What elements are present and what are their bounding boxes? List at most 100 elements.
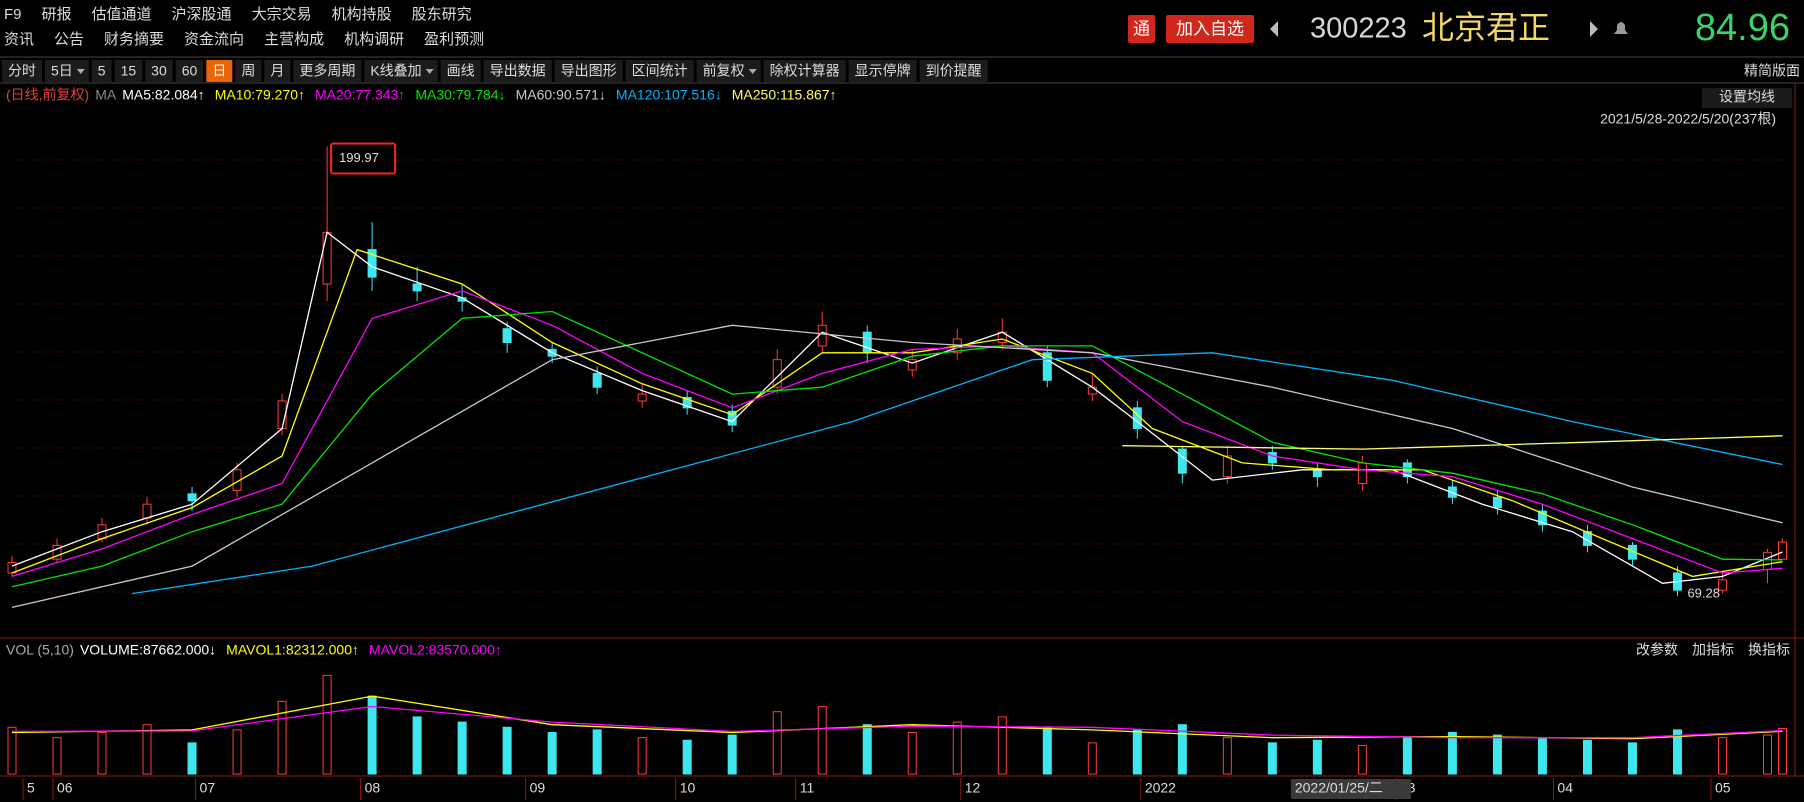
toolbar-button-bg[interactable] [206,60,233,82]
menu-item[interactable]: 盈利预测 [424,31,484,48]
x-tick-label: 07 [200,780,216,796]
mode-label: (日线,前复权) [6,87,89,103]
settings-box[interactable] [1702,88,1792,108]
menu-item[interactable]: 机构持股 [332,6,392,23]
toolbar-button[interactable]: 显示停牌 [855,63,911,79]
menu-item[interactable]: 股东研究 [412,6,472,23]
volume-legend: MAVOL1:82312.000↑ [226,642,359,658]
next-arrow[interactable] [1590,21,1598,37]
toolbar-button[interactable]: 前复权 [703,63,745,79]
alert-icon[interactable] [1614,22,1628,34]
volume-bar [322,674,332,775]
toolbar-button-bg[interactable] [440,60,481,82]
indicator-button[interactable]: 加指标 [1692,642,1734,658]
toolbar-button-bg[interactable] [483,60,552,82]
menu-item[interactable]: F9 [4,6,22,23]
menu-item[interactable]: 资讯 [4,31,34,48]
toolbar-button-bg[interactable] [145,60,173,82]
toolbar-button-bg[interactable] [919,60,988,82]
toolbar-button-bg[interactable] [114,60,143,82]
toolbar-button-bg[interactable] [235,60,262,82]
indicator-button[interactable]: 换指标 [1748,642,1790,658]
toolbar-button[interactable]: 月 [270,63,284,79]
toolbar-button-bg[interactable] [175,60,204,82]
toolbar-button-bg[interactable] [264,60,291,82]
stock-name: 北京君正 [1422,9,1550,45]
ma-line [11,324,1783,609]
volume-bar [1222,737,1232,775]
menu-item[interactable]: 财务摘要 [104,30,164,48]
volume-bar [1777,727,1787,775]
toolbar-button-bg[interactable] [364,60,438,82]
candle-body [682,397,692,409]
toolbar-button[interactable]: 到价提醒 [926,63,982,79]
volume-bar [187,742,197,775]
cursor-label: 2022/01/25/二 [1295,780,1383,796]
volume-bar [952,721,962,775]
settings-button[interactable]: 设置均线 [1719,89,1775,105]
volume-bar [907,731,917,775]
toolbar-button[interactable]: 日 [212,63,226,79]
toolbar-button-bg[interactable] [554,60,623,82]
ma-line [131,352,1783,595]
toolbar-button[interactable]: 导出数据 [490,63,546,79]
add-button-box[interactable] [1166,15,1254,43]
legend-entry: MA250:115.867↑ [732,87,837,103]
toolbar-button-bg[interactable] [696,60,761,82]
toolbar-button-bg[interactable] [848,60,917,82]
menu-item[interactable]: 沪深股通 [172,6,232,23]
volume-bar [1177,724,1187,775]
toolbar-button[interactable]: 导出图形 [561,63,617,79]
toolbar-button-bg[interactable] [91,60,112,82]
volume-bar [592,729,602,775]
volume-bar [1447,731,1457,775]
toolbar-button[interactable]: 5 [98,63,106,79]
toolbar-button[interactable]: K线叠加 [370,63,421,79]
toolbar-button[interactable]: 5日 [51,63,73,79]
toolbar-button-bg[interactable] [45,60,89,82]
menu-item[interactable]: 大宗交易 [252,5,312,23]
toolbar-right[interactable]: 精简版面 [1744,63,1800,79]
toolbar-button[interactable]: 分时 [8,63,36,79]
toolbar-button[interactable]: 更多周期 [299,63,355,79]
indicator-button[interactable]: 改参数 [1636,642,1678,658]
x-tick-label: 08 [365,780,381,796]
highlight-box [330,142,397,175]
x-tick-label: 11 [800,780,815,796]
menu-item[interactable]: 研报 [42,6,72,23]
menu-item[interactable]: 估值通道 [92,6,152,23]
volume-bar [1042,726,1052,775]
x-tick-label: 12 [965,780,981,796]
volume-bar [1492,734,1502,775]
prev-arrow[interactable] [1270,21,1278,37]
toolbar-button[interactable]: 15 [121,63,137,79]
add-button[interactable]: 加入自选 [1176,19,1244,38]
toolbar-button[interactable]: 60 [182,63,198,79]
toolbar-button-bg[interactable] [625,60,694,82]
candle-body [1717,579,1727,591]
menu-item[interactable]: 资金流向 [184,31,244,48]
toolbar-button[interactable]: 区间统计 [632,63,688,79]
volume-bar [1762,734,1772,775]
candle-body [862,331,872,354]
toolbar-button[interactable]: 画线 [447,63,475,79]
volume-bar [1627,742,1637,775]
toolbar-button-bg[interactable] [763,60,846,82]
menu-item[interactable]: 公告 [54,31,84,48]
toolbar-button[interactable]: 30 [151,63,167,79]
legend-entry: MA120:107.516↓ [616,87,722,103]
menu-item[interactable]: 机构调研 [344,31,404,48]
menu-item[interactable]: 主营构成 [264,31,324,48]
toolbar-button-bg[interactable] [2,60,42,82]
x-tick-label: 06 [57,780,73,796]
cursor-box [1290,779,1411,799]
volume-bar [637,737,647,775]
volume-bar [772,711,782,775]
toolbar-button[interactable]: 除权计算器 [770,63,840,79]
legend-entry: MA10:79.270↑ [215,87,305,103]
volume-bar [1582,739,1592,775]
ma-line [1122,435,1783,450]
toolbar-button-bg[interactable] [293,60,362,82]
candle-body [1777,541,1787,560]
toolbar-button[interactable]: 周 [241,63,255,79]
